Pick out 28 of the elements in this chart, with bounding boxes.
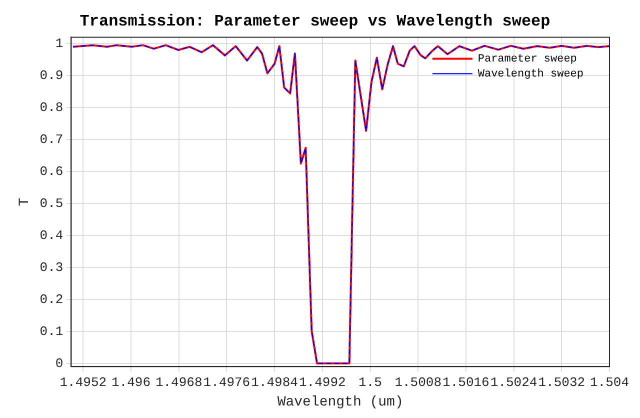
x-tick-label: 1.4984 xyxy=(251,374,298,390)
x-tick-label: 1.5008 xyxy=(394,374,442,390)
y-tick-label: 0.6 xyxy=(40,164,64,179)
y-tick-label: 0.8 xyxy=(40,100,64,115)
y-axis-title: T xyxy=(17,198,34,206)
x-tick-label: 1.4968 xyxy=(155,374,202,390)
legend-label: Parameter sweep xyxy=(478,54,577,66)
x-tick-label: 1.4992 xyxy=(299,374,346,390)
y-tick-label: 0.7 xyxy=(40,132,64,147)
x-tick-label: 1.5 xyxy=(358,374,382,390)
y-tick-label: 0.1 xyxy=(40,324,64,339)
x-tick-label: 1.5024 xyxy=(490,374,538,390)
y-tick-label: 0.5 xyxy=(40,196,64,211)
y-tick-label: 1 xyxy=(55,36,64,52)
y-tick-label: 0 xyxy=(55,356,64,371)
x-tick-label: 1.504 xyxy=(590,374,630,390)
x-tick-label: 1.5016 xyxy=(442,374,490,390)
x-tick-label: 1.5032 xyxy=(538,374,586,390)
x-axis-title: Wavelength (um) xyxy=(277,394,404,410)
x-tick-label: 1.4976 xyxy=(203,374,250,390)
x-tick-label: 1.496 xyxy=(112,374,151,390)
y-tick-label: 0.9 xyxy=(40,68,64,84)
x-tick-label: 1.4952 xyxy=(60,374,107,390)
y-tick-label: 0.4 xyxy=(40,228,64,243)
chart-title: Transmission: Parameter sweep vs Wavelength sweep xyxy=(80,12,550,31)
y-tick-label: 0.2 xyxy=(40,292,64,307)
y-tick-label: 0.3 xyxy=(40,260,64,275)
legend-label: Wavelength sweep xyxy=(478,68,584,81)
